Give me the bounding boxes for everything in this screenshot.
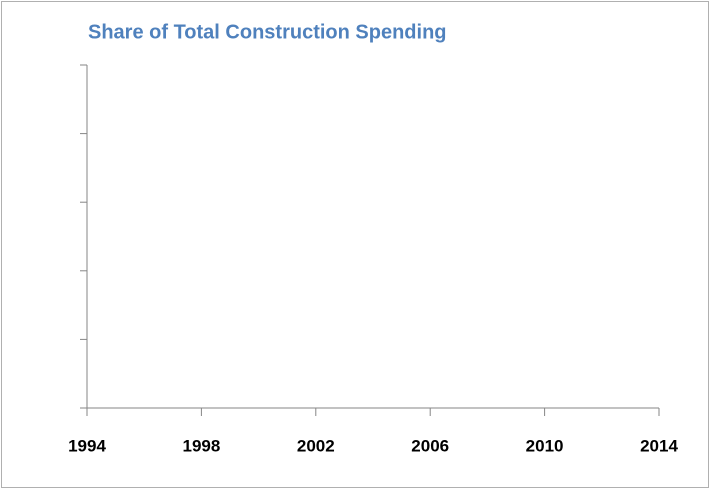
chart-title: Share of Total Construction Spending — [88, 21, 447, 43]
x-tick-label: 2014 — [640, 436, 678, 455]
x-tick-label: 2006 — [411, 436, 449, 455]
x-tick-label: 2010 — [526, 436, 564, 455]
x-tick-label: 1998 — [182, 436, 220, 455]
x-tick-label: 1994 — [68, 436, 106, 455]
x-tick-label: 2002 — [297, 436, 335, 455]
